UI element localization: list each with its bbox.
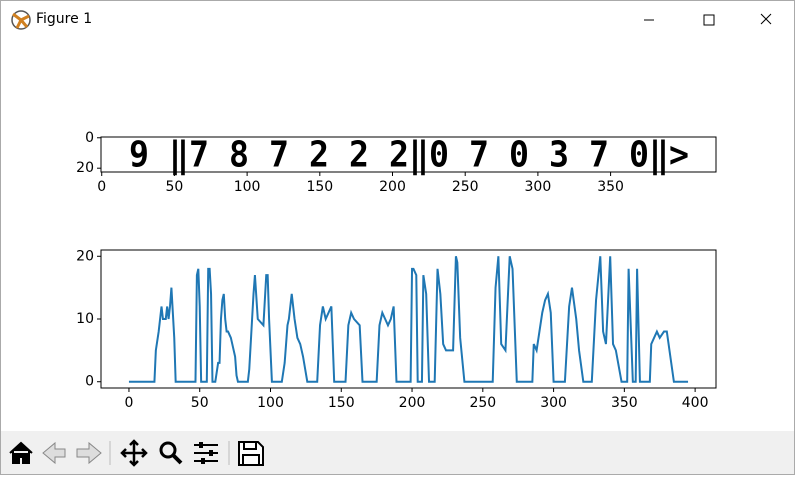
x-tick-label: 100 (234, 179, 261, 195)
x-tick-label: 150 (328, 395, 355, 411)
image-content: 9 ‖7 8 7 2 2 2‖0 7 0 3 7 0‖> (129, 135, 689, 176)
maximize-button[interactable] (679, 1, 729, 39)
x-tick-label: 50 (166, 179, 184, 195)
x-tick-label: 300 (525, 179, 552, 195)
x-tick-label: 350 (611, 395, 638, 411)
close-button[interactable] (739, 1, 794, 39)
x-tick-label: 200 (399, 395, 426, 411)
x-tick-label: 50 (191, 395, 209, 411)
x-tick-label: 0 (97, 179, 106, 195)
forward-button[interactable] (76, 441, 102, 465)
home-button[interactable] (9, 441, 33, 464)
pan-button[interactable] (120, 439, 148, 467)
window-title: Figure 1 (36, 11, 93, 27)
x-tick-label: 150 (306, 179, 333, 195)
window-controls (624, 1, 794, 39)
x-tick-label: 100 (257, 395, 284, 411)
axes-frame (100, 136, 717, 173)
x-tick-label: 400 (682, 395, 709, 411)
x-tick-label: 200 (379, 179, 406, 195)
image-background (101, 137, 716, 172)
x-tick-label: 250 (452, 179, 479, 195)
title-bar: Figure 1 (1, 1, 794, 39)
zoom-button[interactable] (159, 441, 183, 465)
minimize-button[interactable] (624, 1, 674, 39)
toolbar (1, 431, 794, 474)
back-button[interactable] (42, 441, 66, 465)
y-tick-label: 20 (76, 248, 94, 264)
x-tick-label: 250 (469, 395, 496, 411)
app-icon (11, 10, 31, 30)
save-button[interactable] (238, 441, 264, 466)
y-tick-label: 0 (85, 374, 94, 390)
x-tick-label: 350 (597, 179, 624, 195)
configure-button[interactable] (194, 442, 218, 464)
x-tick-label: 0 (124, 395, 133, 411)
y-tick-label: 20 (76, 160, 94, 176)
y-tick-label: 10 (76, 311, 94, 327)
data-line (128, 256, 689, 383)
x-tick-label: 300 (540, 395, 567, 411)
toolbar-icons (9, 439, 264, 467)
y-tick-label: 0 (85, 130, 94, 146)
axes-frame (100, 249, 717, 389)
